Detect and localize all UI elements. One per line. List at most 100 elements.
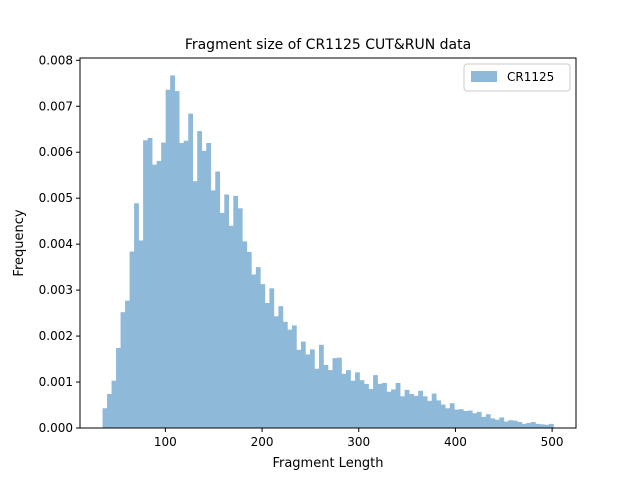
histogram-bar [400,396,405,428]
histogram-bar [472,413,478,428]
x-axis-label: Fragment Length [272,456,383,471]
histogram-bar [350,380,356,428]
histogram-bar [409,393,414,428]
histogram-bar [233,195,239,428]
histogram-bar [192,181,198,428]
histogram-bar [422,396,428,428]
histogram-bar [535,423,541,428]
histogram-bar [341,373,347,428]
histogram-bar [454,409,460,428]
histogram-bar [359,380,365,428]
histogram-bar [539,424,545,428]
y-tick-label: 0.002 [39,329,73,343]
histogram-bar [377,383,383,428]
histogram-bar [296,349,302,428]
histogram-bar [458,409,464,428]
histogram-bar [197,131,203,428]
y-tick-label: 0.003 [39,283,73,297]
histogram-bar [188,113,194,429]
y-tick-label: 0.006 [39,145,73,159]
histogram-bar [224,194,230,428]
histogram-bar [530,422,536,428]
histogram-bar [206,143,212,428]
histogram-bar [544,424,550,428]
histogram-bar [373,375,378,428]
histogram-bar [386,391,392,428]
histogram-bar [521,423,527,428]
histogram-bar [210,190,216,428]
y-tick-label: 0.000 [39,421,73,435]
y-tick-label: 0.007 [39,99,73,113]
histogram-bar [314,368,320,428]
histogram-bar [183,140,189,429]
histogram-bar [481,416,487,428]
histogram-bar [152,164,157,428]
histogram-bar [242,241,248,428]
bars-group [102,75,554,429]
histogram-bar [368,388,374,428]
x-axis-ticks: 100 200 300 400 500 [154,428,564,449]
histogram-bar [174,91,180,428]
histogram-bar [431,393,437,428]
histogram-bar [337,357,342,428]
legend-box [463,63,571,92]
histogram-bar [440,404,446,428]
legend: CR1125 [463,63,571,92]
histogram-bar [179,143,184,428]
histogram-bar [508,420,514,428]
histogram-bar [134,203,139,428]
histogram-bar [165,89,171,429]
histogram-bar [264,302,270,428]
histogram-bar [309,349,315,428]
histogram-bar [503,421,509,428]
histogram-bar [413,395,419,428]
histogram-bar [282,321,288,428]
histogram-bar [395,382,401,428]
histogram-bar [305,354,311,428]
histogram-bar [548,423,554,428]
x-tick-label: 300 [347,435,370,449]
histogram-bar [418,390,423,428]
histogram-bar [449,403,455,428]
histogram-bar [427,400,433,428]
legend-swatch-cr1125 [471,71,497,82]
histogram-bar [215,171,221,428]
histogram-bar [436,400,442,428]
histogram-bar [355,372,360,428]
histogram-bar [116,348,121,428]
histogram-bar [251,274,257,428]
histogram-bar [382,382,387,428]
histogram-bar [364,383,369,428]
histogram-bar [467,410,473,428]
histogram-bar [138,240,144,428]
histogram-bar [494,419,500,428]
histogram-bar [512,420,518,428]
histogram-bar [156,160,162,428]
x-tick-label: 100 [154,435,177,449]
histogram-bar [476,411,482,428]
y-tick-label: 0.004 [39,237,73,251]
histogram-bar [143,140,148,428]
y-tick-label: 0.008 [39,53,73,67]
histogram-bar [269,288,275,428]
histogram-bar [237,208,243,428]
histogram-bar [102,408,108,428]
histogram-bar [111,380,117,428]
histogram-bar [161,142,166,428]
y-tick-label: 0.005 [39,191,73,205]
histogram-bar [490,418,496,428]
histogram-bar [201,150,207,428]
histogram-bar [445,408,451,428]
y-axis-label: Frequency [12,209,27,276]
histogram-bar [328,370,333,428]
histogram-bar [255,267,261,428]
histogram-bar [107,393,112,428]
histogram-bar [287,329,293,428]
histogram-bar [463,410,469,428]
histogram-bar [346,370,351,428]
histogram-bar [517,422,523,428]
histogram-bar [485,414,491,428]
histogram-bar [332,358,338,428]
histogram-bar [129,251,135,428]
